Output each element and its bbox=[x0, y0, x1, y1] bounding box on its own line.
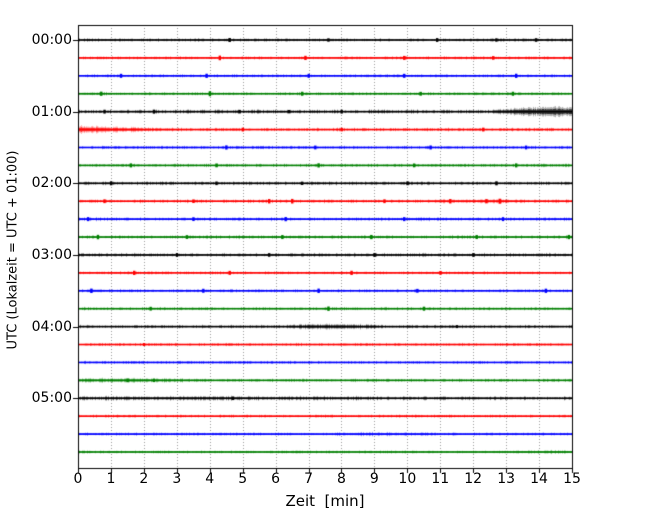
y-tick-label: 05:00 bbox=[31, 390, 72, 407]
y-tick-label: 02:00 bbox=[31, 175, 72, 192]
x-tick-label: 0 bbox=[73, 471, 83, 487]
y-tick-label: 00:00 bbox=[31, 32, 72, 48]
x-tick-label: 5 bbox=[238, 471, 248, 487]
x-tick-label: 13 bbox=[497, 471, 516, 487]
x-tick-label: 1 bbox=[106, 471, 116, 487]
x-tick-label: 15 bbox=[563, 471, 581, 487]
x-axis-label: Zeit [min] bbox=[285, 492, 365, 510]
y-tick-label: 03:00 bbox=[31, 246, 72, 263]
y-tick-label: 04:00 bbox=[31, 318, 72, 335]
x-tick-label: 10 bbox=[398, 471, 417, 487]
x-tick-label: 4 bbox=[205, 471, 215, 487]
x-tick-label: 8 bbox=[336, 471, 346, 487]
y-tick-label: 01:00 bbox=[31, 103, 72, 120]
x-tick-label: 11 bbox=[431, 471, 450, 487]
x-tick-label: 2 bbox=[139, 471, 149, 487]
y-axis-label: UTC (Lokalzeit = UTC + 01:00) bbox=[5, 150, 21, 350]
x-tick-label: 9 bbox=[369, 471, 379, 487]
x-tick-label: 3 bbox=[172, 471, 182, 487]
x-tick-label: 12 bbox=[464, 471, 483, 487]
x-tick-label: 14 bbox=[530, 471, 548, 487]
x-tick-label: 6 bbox=[271, 471, 281, 487]
x-tick-label: 7 bbox=[304, 471, 313, 487]
